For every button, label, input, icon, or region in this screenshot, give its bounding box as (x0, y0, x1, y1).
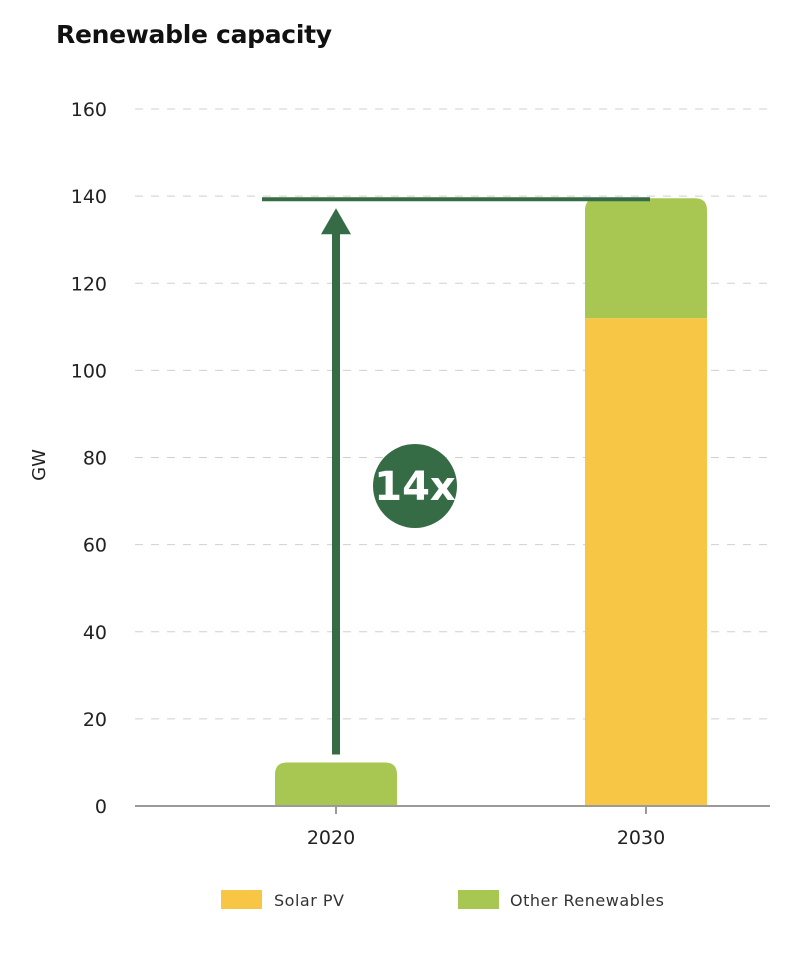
legend-label: Other Renewables (510, 891, 664, 910)
y-tick-label: 60 (83, 535, 107, 557)
x-tick-label: 2020 (307, 827, 355, 849)
y-tick-label: 40 (83, 622, 107, 644)
y-tick-label: 100 (71, 360, 107, 382)
y-tick-label: 20 (83, 709, 107, 731)
y-tick-label: 80 (83, 448, 107, 470)
y-axis-label: GW (29, 449, 50, 481)
y-tick-label: 160 (71, 99, 107, 121)
y-tick-label: 120 (71, 273, 107, 295)
growth-badge (373, 444, 457, 528)
legend-swatch-solar-pv (221, 890, 262, 909)
bar-other-renewables-2030 (585, 198, 707, 319)
y-tick-label: 140 (71, 186, 107, 208)
chart-title: Renewable capacity (56, 20, 332, 49)
growth-badge-label: 14x (374, 464, 456, 510)
bar-solar-pv-2030 (585, 318, 707, 806)
growth-arrow-head (321, 208, 351, 235)
legend-label: Solar PV (274, 891, 344, 910)
bar-other-renewables-2020 (275, 762, 397, 806)
y-tick-label: 0 (95, 796, 107, 818)
x-tick-label: 2030 (617, 827, 665, 849)
legend-swatch-other-renewables (458, 890, 499, 909)
